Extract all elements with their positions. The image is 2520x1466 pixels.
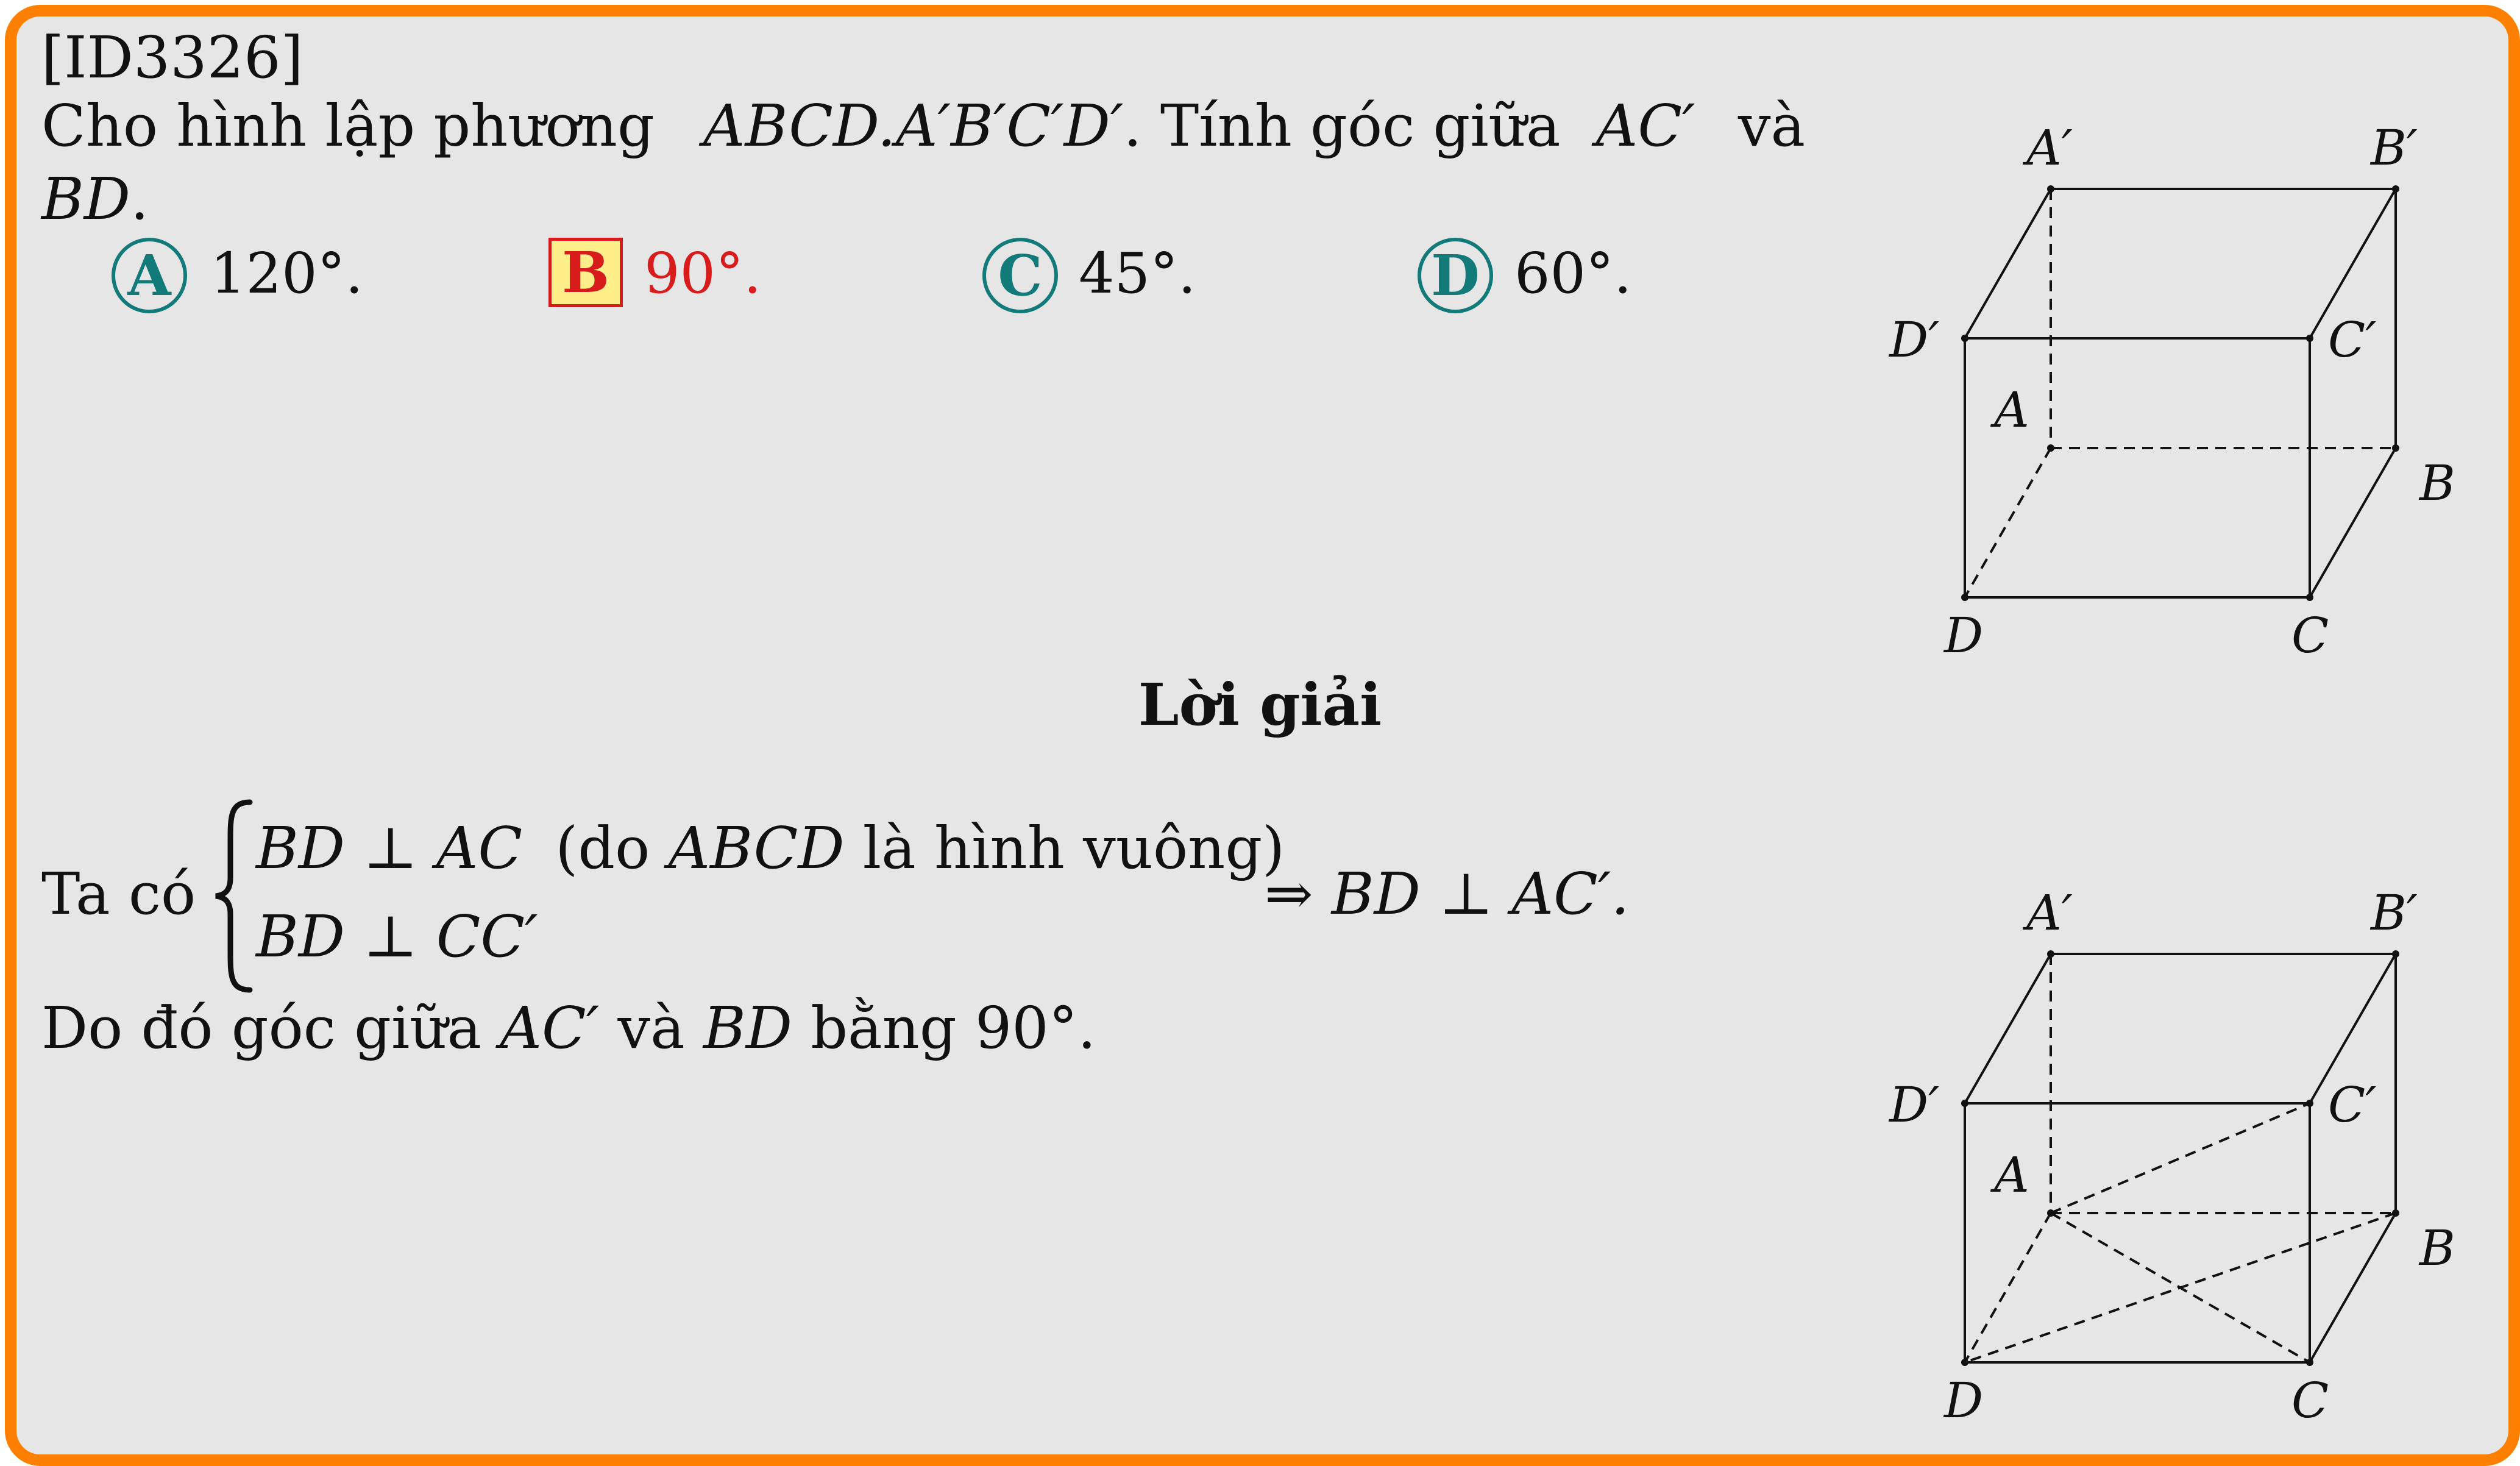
- option-d-marker[interactable]: D: [1418, 238, 1493, 313]
- problem-stem: Cho hình lập phương ABCD.A′B′C′D′. Tính …: [41, 91, 1805, 161]
- final-text-2: và: [617, 995, 685, 1062]
- final-math-1: AC′: [500, 995, 600, 1062]
- label-d: D: [1943, 607, 1983, 664]
- solution-heading: Lời giải: [1138, 671, 1382, 739]
- solution-prefix: Ta có: [41, 861, 196, 928]
- label-d-prime: D′: [1888, 1076, 1939, 1133]
- option-a-text[interactable]: 120°.: [210, 241, 363, 306]
- label-a-prime: A′: [2022, 884, 2073, 941]
- solution-final: Do đó góc giữa AC′ và BD bằng 90°.: [41, 994, 1096, 1063]
- question-card: [5, 5, 2520, 1466]
- label-a: A: [1990, 1147, 2029, 1203]
- final-text-1: Do đó góc giữa: [41, 995, 482, 1062]
- label-d: D: [1943, 1372, 1983, 1429]
- option-b-text[interactable]: 90°.: [644, 241, 762, 306]
- label-b: B: [2418, 1220, 2455, 1276]
- stem-text-2: . Tính góc giữa: [1123, 93, 1561, 160]
- system-line-2: BD ⊥ CC′: [256, 902, 538, 972]
- label-c-prime: C′: [2328, 1076, 2376, 1133]
- label-a-prime: A′: [2022, 119, 2073, 176]
- label-b-prime: B′: [2369, 119, 2418, 176]
- final-math-2: BD: [703, 995, 792, 1062]
- line2-math: BD ⊥ CC′: [256, 903, 538, 970]
- stem-text: Cho hình lập phương: [41, 93, 655, 160]
- label-c-prime: C′: [2328, 311, 2376, 368]
- solution-conclusion: ⇒ BD ⊥ AC′.: [1265, 861, 1630, 928]
- option-b-marker[interactable]: B: [548, 238, 623, 307]
- label-b-prime: B′: [2369, 884, 2418, 941]
- label-a: A: [1990, 382, 2029, 438]
- stem-math: ABCD.A′B′C′D′: [703, 93, 1124, 160]
- label-c: C: [2291, 607, 2329, 664]
- system-line-1: BD ⊥ AC (do ABCD là hình vuông): [256, 814, 1285, 883]
- option-c-marker[interactable]: C: [982, 238, 1058, 313]
- option-c-text[interactable]: 45°.: [1079, 241, 1196, 306]
- option-d-text[interactable]: 60°.: [1514, 241, 1632, 306]
- label-c: C: [2291, 1372, 2329, 1429]
- problem-stem-line2: BD.: [41, 165, 149, 234]
- final-text-3: bằng 90°.: [811, 995, 1096, 1062]
- left-brace-icon: [215, 799, 253, 993]
- line1-text-2: là hình vuông): [862, 815, 1285, 882]
- line1-text: (do: [555, 815, 650, 882]
- label-d-prime: D′: [1888, 311, 1939, 368]
- problem-id: [ID3326]: [41, 24, 303, 91]
- stem-math-2: AC′: [1595, 93, 1695, 160]
- stem-text-3: và: [1737, 93, 1806, 160]
- stem-math-3: BD: [41, 166, 130, 233]
- line1-math-2: ABCD: [668, 815, 845, 882]
- option-a-marker[interactable]: A: [112, 238, 187, 313]
- line1-math: BD ⊥ AC: [256, 815, 523, 882]
- stem-end: .: [130, 166, 149, 233]
- label-b: B: [2418, 455, 2455, 511]
